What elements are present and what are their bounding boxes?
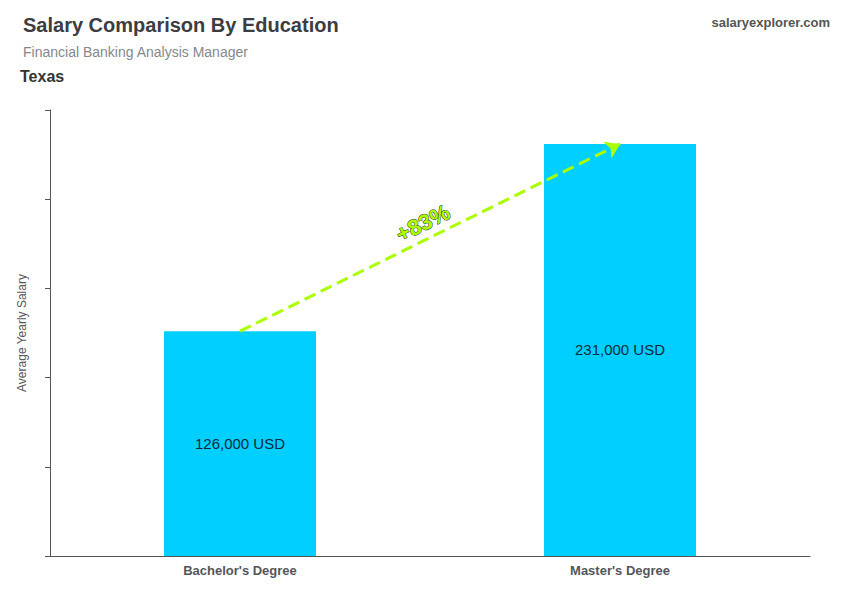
svg-text:231,000 USD: 231,000 USD xyxy=(575,341,665,358)
svg-text:Bachelor's Degree: Bachelor's Degree xyxy=(183,563,297,578)
svg-text:Average Yearly Salary: Average Yearly Salary xyxy=(15,274,29,392)
svg-text:Financial Banking Analysis Man: Financial Banking Analysis Manager xyxy=(23,44,248,60)
svg-text:Texas: Texas xyxy=(20,68,64,85)
svg-text:Salary Comparison By Education: Salary Comparison By Education xyxy=(23,14,339,36)
svg-text:+83%: +83% xyxy=(392,199,454,247)
svg-text:Master's Degree: Master's Degree xyxy=(570,563,670,578)
svg-text:salaryexplorer.com: salaryexplorer.com xyxy=(711,15,830,30)
svg-text:126,000 USD: 126,000 USD xyxy=(195,435,285,452)
